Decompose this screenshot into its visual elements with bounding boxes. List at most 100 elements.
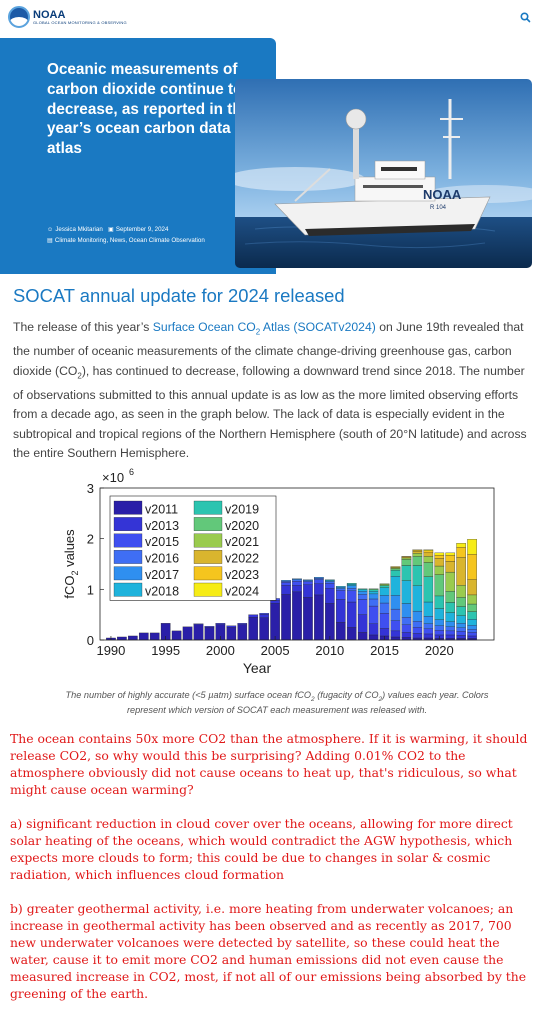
bar-v2015-2020 (434, 630, 445, 636)
search-icon[interactable] (518, 10, 534, 26)
bar-v2013-2007 (292, 585, 302, 593)
bar-v2023-2020 (434, 555, 445, 559)
bar-v2011-2002 (237, 624, 248, 641)
bar-v2019-2018 (412, 565, 423, 586)
bar-v2020-2019 (423, 562, 434, 577)
bar-v2021-2017 (401, 557, 412, 560)
bar-v2021-2020 (434, 565, 445, 575)
legend-label-v2023: v2023 (225, 568, 259, 582)
bar-v2020-2014 (368, 588, 379, 590)
bar-v2013-2013 (357, 614, 368, 633)
bar-v2011-1992 (128, 635, 138, 641)
article-paragraph: The release of this year’s Surface Ocean… (13, 320, 527, 461)
bar-v2023-2019 (423, 550, 434, 554)
bar-v2015-2019 (423, 628, 434, 635)
bar-v2017-2015 (379, 595, 390, 604)
bar-v2013-2016 (390, 630, 401, 638)
bar-v2013-2005 (270, 600, 280, 604)
bar-v2013-2004 (259, 614, 269, 618)
bar-v2016-2008 (303, 580, 313, 582)
noaa-logo[interactable]: NOAA GLOBAL OCEAN MONITORING & OBSERVING (8, 6, 127, 28)
bar-v2017-2017 (401, 603, 412, 618)
bar-v2018-2023 (467, 619, 477, 626)
legend-label-v2011: v2011 (145, 502, 178, 516)
bar-v2011-2011 (335, 622, 346, 641)
legend-label-v2022: v2022 (225, 552, 259, 566)
bar-v2011-1993 (138, 632, 149, 641)
legend-label-v2018: v2018 (145, 584, 179, 598)
bar-v2013-2018 (412, 633, 423, 639)
bar-v2024-2021 (445, 552, 456, 556)
bar-v2020-2017 (401, 559, 412, 566)
bar-v2022-2016 (390, 566, 401, 568)
bar-v2011-2005 (270, 603, 280, 641)
category-links[interactable]: Climate Monitoring, News, Ocean Climate … (54, 237, 205, 244)
bar-v2011-1994 (149, 632, 160, 641)
bar-v2023-2017 (401, 556, 412, 558)
bar-v2018-2014 (368, 591, 379, 595)
bar-v2016-2013 (357, 594, 368, 600)
bar-v2020-2018 (412, 556, 423, 566)
author-link[interactable]: Jessica Mkitarian (55, 226, 103, 233)
bar-v2016-2017 (401, 617, 412, 625)
bar-v2018-2010 (325, 579, 335, 581)
x-axis-label: Year (243, 660, 272, 676)
bar-v2016-2021 (445, 626, 456, 632)
bar-v2011-2010 (325, 603, 335, 641)
x-tick-label: 1995 (151, 643, 180, 658)
bar-v2011-1997 (182, 626, 193, 641)
legend-swatch-v2019 (193, 500, 223, 515)
bar-v2017-2023 (467, 625, 477, 630)
bar-v2024-2019 (423, 549, 434, 551)
bar-v2015-2004 (259, 612, 269, 615)
bar-v2017-2010 (325, 580, 335, 582)
bar-v2015-2016 (390, 620, 401, 632)
bar-v2015-2022 (456, 631, 466, 636)
bar-v2016-2016 (390, 608, 401, 621)
bar-v2020-2022 (456, 597, 466, 607)
bar-v2015-2023 (467, 632, 477, 637)
bar-v2022-2017 (401, 556, 412, 559)
x-tick-label: 2015 (370, 643, 399, 658)
bar-v2016-2022 (456, 627, 466, 632)
bar-v2021-2015 (379, 583, 390, 585)
bar-v2011-2007 (292, 591, 302, 641)
bar-v2013-2019 (423, 633, 434, 639)
bar-v2022-2020 (434, 558, 445, 567)
bar-v2022-2023 (467, 579, 477, 596)
chart-caption: The number of highly accurate (<5 µatm) … (65, 690, 489, 716)
bar-v2018-2019 (423, 601, 434, 617)
logo-subtitle: GLOBAL OCEAN MONITORING & OBSERVING (33, 19, 127, 25)
bar-v2011-1999 (204, 627, 215, 641)
legend-swatch-v2018 (113, 582, 143, 597)
comment-paragraph-1: The ocean contains 50x more CO2 than the… (10, 731, 528, 797)
y-axis-exponent-power: 6 (129, 467, 134, 477)
legend-label-v2024: v2024 (225, 584, 259, 598)
legend-swatch-v2017 (113, 566, 143, 581)
article-meta: ☺ Jessica Mkitarian ▣ September 9, 2024 ▤ C… (47, 224, 267, 246)
bar-v2016-2012 (346, 588, 357, 592)
bar-v2017-2012 (346, 585, 357, 589)
socat-link[interactable]: Surface Ocean CO2 Atlas (SOCATv2024) (152, 320, 376, 337)
bar-v2021-2016 (390, 567, 401, 569)
legend-label-v2013: v2013 (145, 519, 179, 533)
comment-text: The ocean contains 50x more CO2 than the… (10, 730, 534, 1019)
bar-v2024-2022 (456, 543, 466, 548)
fco2-bar-chart: 1990 1995 2000 2005 2010 2015 2020 0 1 2 3 ×10 6 Year… (62, 467, 495, 676)
post-date: September 9, 2024 (115, 226, 169, 233)
bar-v2020-2016 (390, 568, 401, 571)
folder-icon: ▤ (47, 237, 53, 244)
bar-v2017-2009 (314, 577, 324, 579)
bar-v2011-2001 (226, 627, 237, 641)
bar-v2013-2021 (445, 634, 456, 639)
legend-swatch-v2020 (193, 517, 223, 531)
bar-v2019-2016 (390, 569, 401, 577)
bar-v2016-2011 (335, 588, 346, 591)
bar-v2013-2011 (335, 599, 346, 623)
bar-v2024-2018 (412, 549, 423, 551)
bar-v2024-2023 (467, 539, 477, 555)
bar-v2015-2021 (445, 630, 456, 636)
bar-v2018-2015 (379, 587, 390, 596)
legend-swatch-v2016 (113, 550, 143, 564)
bar-v2021-2019 (423, 556, 434, 563)
